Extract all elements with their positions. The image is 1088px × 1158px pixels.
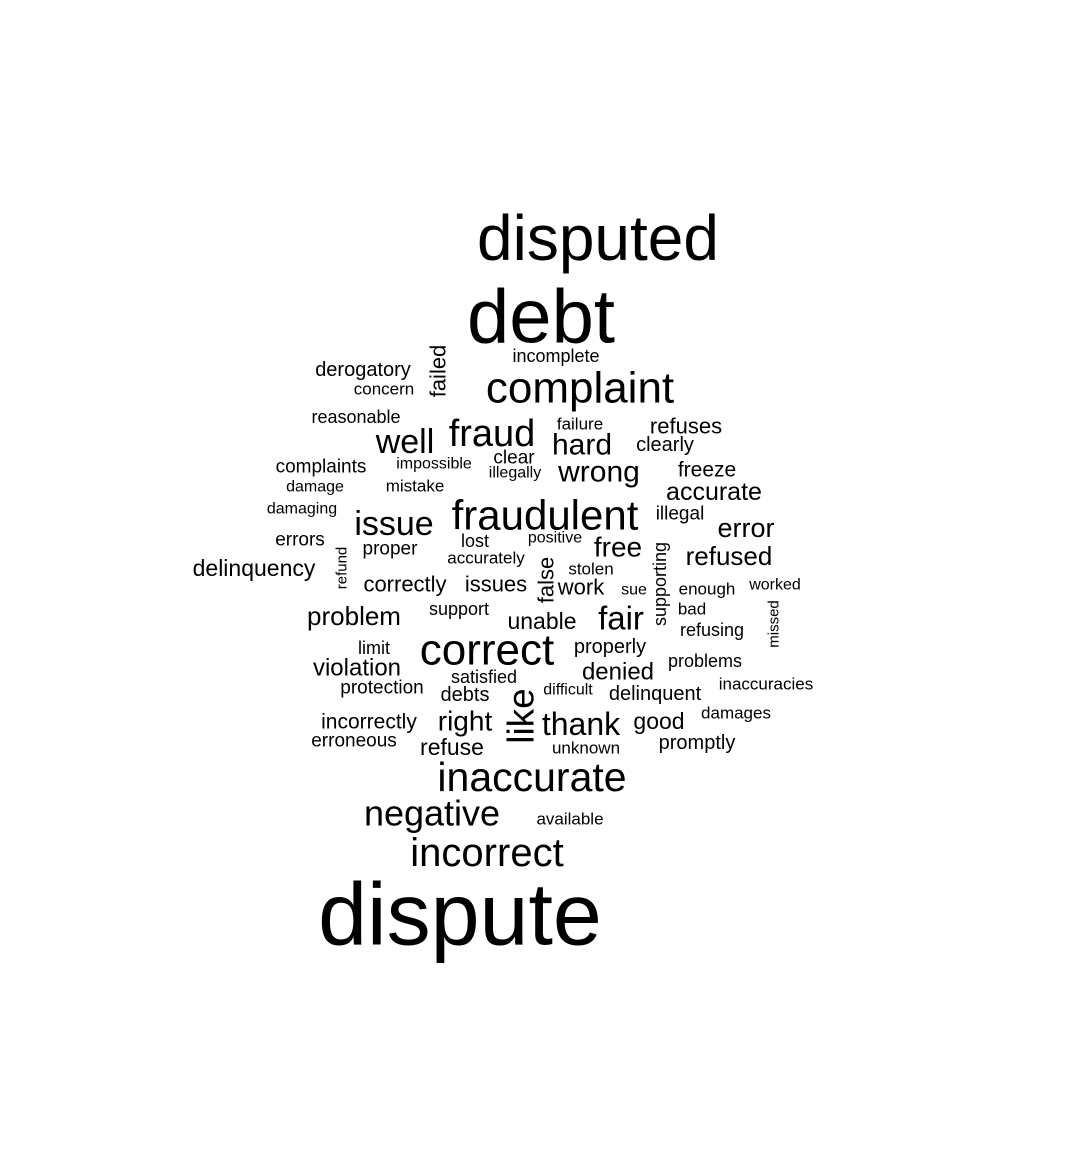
cloud-word: correct [420, 626, 554, 675]
cloud-word: erroneous [311, 731, 397, 752]
cloud-word: refusing [680, 620, 744, 640]
cloud-word: error [717, 513, 774, 543]
cloud-word: violation [313, 655, 401, 682]
cloud-word: delinquent [609, 683, 702, 705]
cloud-word: fair [598, 600, 644, 637]
cloud-word: incorrect [410, 831, 563, 875]
cloud-word: concern [354, 380, 414, 399]
cloud-word: lost [461, 531, 489, 551]
cloud-word: sue [621, 582, 647, 599]
cloud-word: free [594, 532, 642, 563]
cloud-word: refuses [650, 414, 722, 439]
cloud-word: missed [766, 600, 783, 648]
cloud-word: supporting [650, 542, 670, 626]
cloud-word: wrong [557, 456, 640, 489]
cloud-word: delinquency [193, 555, 316, 581]
cloud-word: refund [334, 547, 351, 590]
cloud-word: properly [574, 636, 646, 658]
cloud-word: issue [354, 505, 433, 543]
cloud-word: bad [678, 600, 706, 619]
cloud-word: incomplete [512, 346, 599, 366]
cloud-word: unable [507, 608, 576, 634]
cloud-word: right [438, 706, 493, 737]
cloud-word: illegal [656, 504, 705, 525]
cloud-word: derogatory [315, 359, 411, 381]
cloud-word: worked [748, 577, 801, 594]
cloud-word: refuse [420, 734, 484, 760]
cloud-word: complaint [486, 364, 674, 413]
cloud-word: dispute [318, 865, 602, 964]
cloud-word: correctly [363, 572, 446, 597]
cloud-word: accurate [666, 478, 762, 506]
cloud-word: clear [493, 448, 535, 469]
cloud-word: protection [340, 678, 423, 699]
cloud-word: problem [307, 601, 401, 631]
cloud-word: debts [441, 684, 490, 706]
cloud-word: enough [679, 580, 736, 599]
cloud-word: failure [557, 415, 603, 434]
cloud-word: freeze [678, 459, 736, 482]
cloud-word: available [536, 810, 603, 829]
cloud-word: complaints [276, 457, 367, 478]
cloud-word: impossible [396, 456, 472, 473]
cloud-word: satisfied [451, 667, 517, 687]
cloud-word: limit [358, 638, 390, 658]
cloud-word: damaging [267, 501, 337, 518]
cloud-word: difficult [543, 682, 593, 699]
cloud-word: failed [426, 345, 451, 398]
cloud-word: work [557, 575, 605, 600]
cloud-word: debt [467, 275, 615, 360]
cloud-word: errors [275, 530, 325, 551]
cloud-word: like [501, 688, 542, 744]
cloud-word: unknown [552, 739, 620, 758]
cloud-word: illegally [489, 465, 541, 482]
cloud-word: incorrectly [321, 711, 417, 734]
cloud-word: thank [542, 706, 621, 742]
cloud-word: denied [582, 659, 654, 686]
cloud-word: mistake [386, 477, 445, 496]
cloud-word: inaccuracies [719, 675, 814, 694]
cloud-word: stolen [568, 560, 613, 579]
cloud-word: hard [552, 429, 612, 462]
cloud-word: damages [701, 704, 771, 723]
cloud-word: well [375, 423, 435, 461]
cloud-word: proper [363, 539, 419, 560]
cloud-word: accurately [447, 549, 525, 568]
cloud-word: negative [364, 793, 500, 834]
cloud-word: promptly [659, 732, 736, 754]
cloud-word: refused [686, 541, 773, 571]
cloud-word: support [429, 599, 489, 619]
cloud-word: positive [528, 530, 582, 547]
cloud-word: reasonable [311, 407, 400, 427]
cloud-word: false [534, 557, 559, 603]
cloud-word: good [633, 708, 684, 734]
cloud-word: issues [465, 572, 527, 597]
cloud-word: disputed [477, 202, 719, 274]
cloud-word: damage [286, 479, 344, 496]
cloud-word: fraud [449, 413, 536, 455]
cloud-word: clearly [636, 434, 694, 456]
cloud-word: inaccurate [437, 754, 626, 800]
cloud-word: problems [668, 651, 742, 671]
cloud-word: fraudulent [452, 492, 639, 539]
